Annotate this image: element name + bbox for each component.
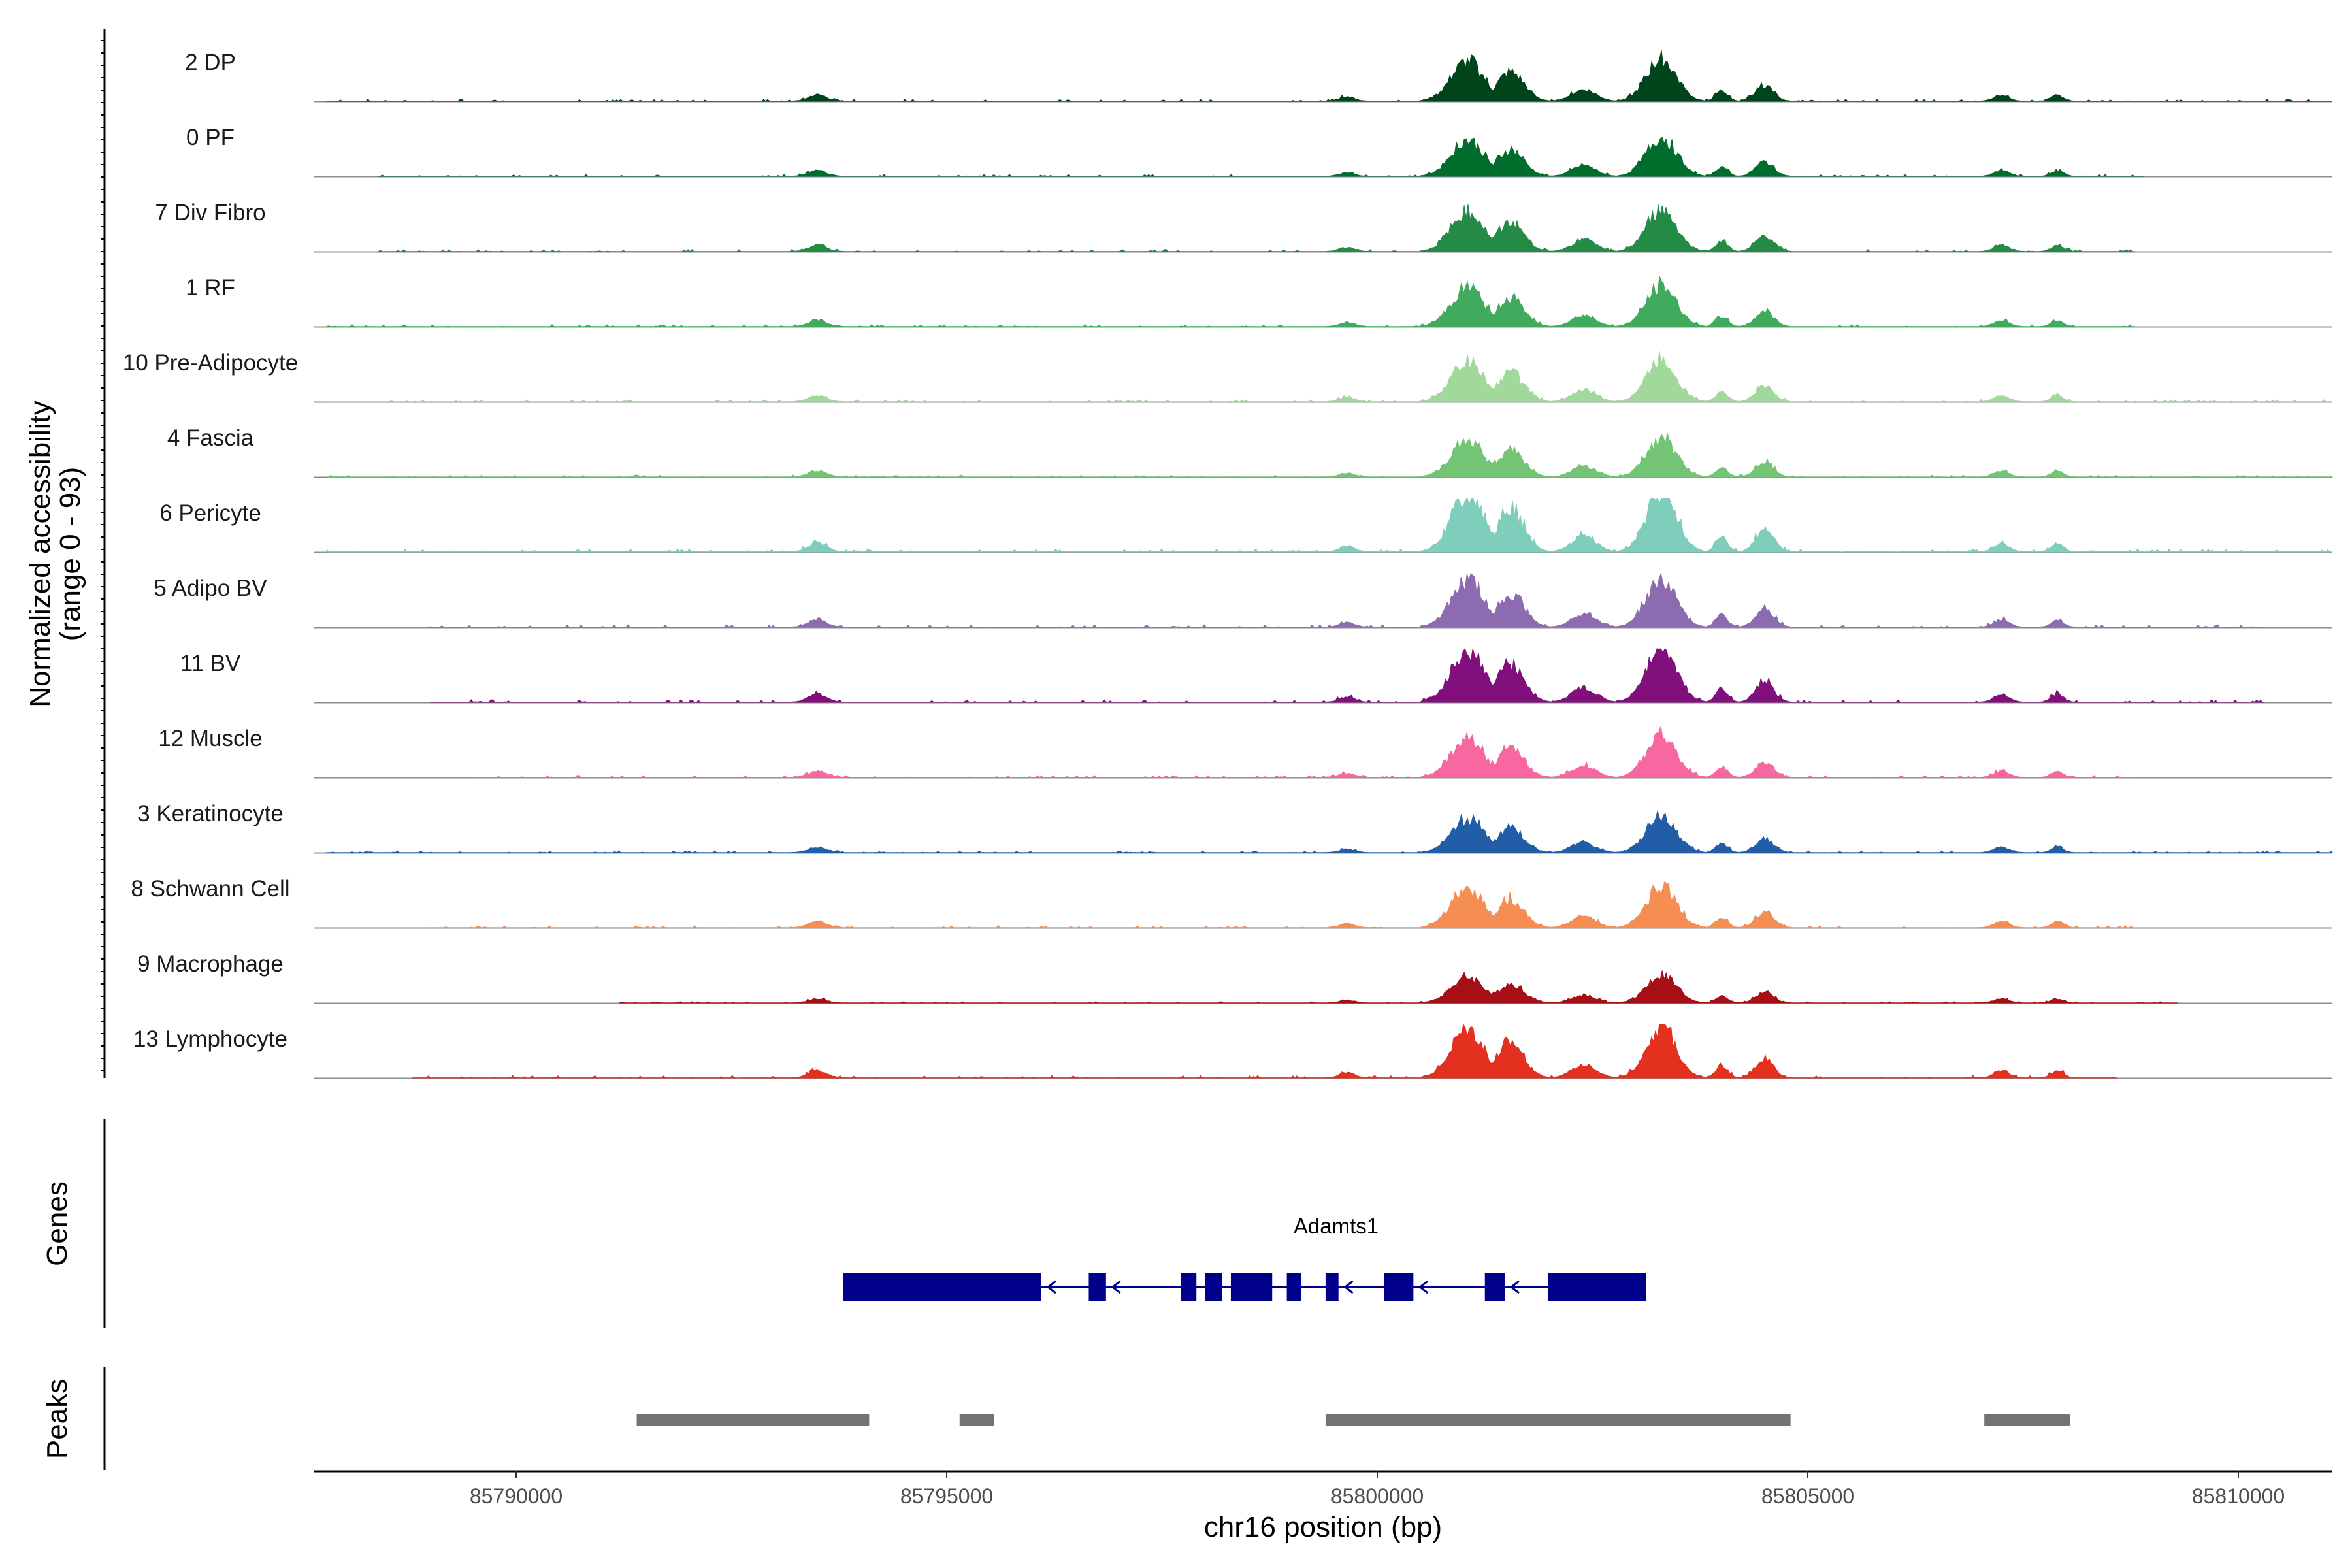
peaks-track: Peaks: [41, 1367, 2070, 1470]
track-label: 10 Pre-Adipocyte: [123, 350, 298, 376]
gene-exon: [1205, 1273, 1222, 1301]
peak-region: [636, 1414, 870, 1426]
peak-region: [959, 1414, 994, 1426]
track-3: 7 Div Fibro: [155, 200, 2332, 253]
coverage-area: [619, 970, 2178, 1004]
track-14: 13 Lymphocyte: [133, 1023, 2332, 1079]
track-label: 0 PF: [186, 125, 235, 150]
track-13: 9 Macrophage: [137, 951, 2332, 1004]
y-axis-title: Normalized accessibility: [24, 400, 56, 707]
gene-exon: [1088, 1273, 1106, 1301]
accessibility-y-axis: Normalized accessibility (range 0 - 93): [24, 29, 106, 1078]
coverage-area: [378, 204, 2136, 252]
strand-arrow: [1509, 1280, 1520, 1294]
gene-exon: [1484, 1273, 1505, 1301]
track-8: 5 Adipo BV: [154, 572, 2332, 629]
strand-arrow: [1046, 1280, 1056, 1294]
coverage-area: [378, 137, 2144, 177]
track-1: 2 DP: [185, 50, 2333, 103]
track-label: 3 Keratinocyte: [137, 801, 284, 826]
coverage-area: [412, 1023, 2118, 1079]
peak-region: [1325, 1414, 1791, 1426]
track-label: 6 Pericyte: [159, 500, 261, 526]
coverage-area: [326, 433, 2333, 478]
strand-arrow: [1111, 1280, 1121, 1294]
x-tick-label: 85795000: [900, 1484, 993, 1508]
track-5: 10 Pre-Adipocyte: [123, 350, 2333, 403]
track-label: 4 Fascia: [167, 425, 254, 451]
gene-exon: [843, 1273, 1041, 1301]
x-axis-ticks: 85790000 85795000 85800000 85805000 85810000: [470, 1471, 2285, 1508]
gene-exon: [1547, 1273, 1646, 1301]
coverage-area: [326, 351, 2333, 402]
genes-track-label: Genes: [41, 1181, 73, 1266]
track-11: 3 Keratinocyte: [137, 801, 2333, 854]
track-label: 11 BV: [180, 651, 241, 676]
gene-name-label: Adamts1: [1294, 1214, 1379, 1238]
track-9: 11 BV: [180, 647, 2332, 704]
track-label: 8 Schwann Cell: [131, 876, 289, 902]
accessibility-y-ticks: [101, 40, 105, 1071]
coverage-area: [326, 50, 2333, 102]
coverage-area: [326, 498, 2333, 553]
track-label: 12 Muscle: [158, 726, 263, 751]
track-label: 13 Lymphocyte: [133, 1026, 287, 1052]
track-12: 8 Schwann Cell: [131, 876, 2332, 929]
genes-track: Genes Adamts1: [41, 1119, 1646, 1328]
gene-exon: [1181, 1273, 1197, 1301]
track-10: 12 Muscle: [158, 725, 2332, 779]
gene-exon: [1325, 1273, 1339, 1301]
x-tick-label: 85810000: [2192, 1484, 2285, 1508]
gene-exon: [1230, 1273, 1273, 1301]
y-axis-subtitle: (range 0 - 93): [54, 467, 86, 642]
peak-bars: [636, 1414, 2070, 1426]
x-tick-label: 85800000: [1331, 1484, 1424, 1508]
track-7: 6 Pericyte: [159, 498, 2333, 553]
x-tick-label: 85790000: [470, 1484, 563, 1508]
coverage-area: [326, 809, 2333, 853]
coverage-tracks: 2 DP 0 PF 7 Div Fibro 1 RF 10 Pre-Adipocyte 4…: [123, 50, 2333, 1079]
track-4: 1 RF: [186, 275, 2332, 328]
track-label: 1 RF: [186, 275, 235, 301]
strand-arrow: [1343, 1280, 1354, 1294]
coverage-area: [326, 276, 2135, 327]
track-label: 7 Div Fibro: [155, 200, 265, 225]
coverage-area: [472, 725, 2135, 778]
gene-exon: [1286, 1273, 1302, 1301]
coverage-area: [429, 880, 2135, 928]
peaks-track-label: Peaks: [41, 1379, 73, 1459]
x-axis-title: chr16 position (bp): [1204, 1511, 1442, 1543]
track-label: 5 Adipo BV: [154, 576, 267, 601]
gene-model: [843, 1273, 1646, 1301]
track-2: 0 PF: [186, 125, 2332, 178]
track-label: 2 DP: [185, 50, 236, 75]
coverage-area: [429, 572, 2264, 628]
gene-exon: [1384, 1273, 1414, 1301]
coverage-area: [429, 647, 2264, 703]
peak-region: [1984, 1414, 2070, 1426]
strand-arrow: [1418, 1280, 1429, 1294]
genomic-x-axis: 85790000 85795000 85800000 85805000 85810000…: [314, 1470, 2332, 1543]
x-tick-label: 85805000: [1761, 1484, 1854, 1508]
track-6: 4 Fascia: [167, 425, 2333, 478]
track-label: 9 Macrophage: [137, 951, 284, 977]
